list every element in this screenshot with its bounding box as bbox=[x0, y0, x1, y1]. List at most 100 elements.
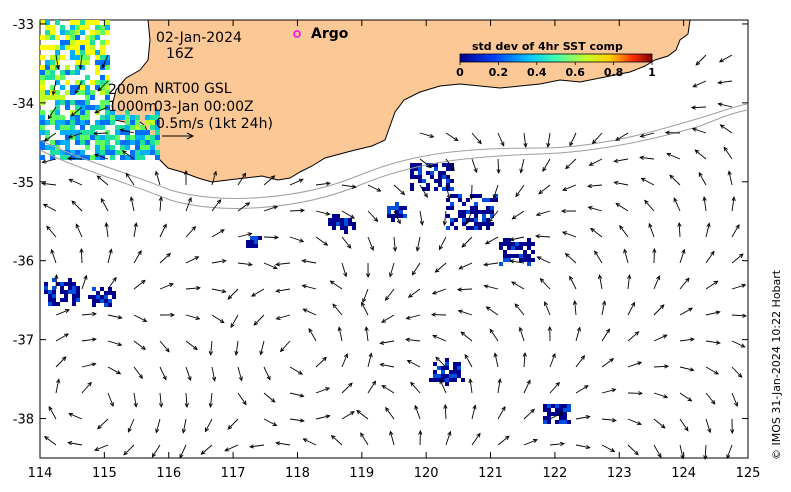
current-vector-head bbox=[544, 301, 549, 307]
sst-pixel bbox=[65, 80, 70, 85]
sst-pixel bbox=[442, 163, 446, 167]
sst-pixel bbox=[410, 187, 414, 191]
current-vector bbox=[67, 157, 83, 160]
current-vector bbox=[640, 156, 655, 160]
current-vector bbox=[471, 184, 473, 200]
sst-pixel bbox=[155, 125, 160, 130]
sst-pixel bbox=[437, 374, 441, 378]
current-vector-head bbox=[613, 158, 619, 163]
sst-pixel bbox=[40, 85, 45, 90]
current-vector-head bbox=[432, 334, 438, 339]
sst-pixel bbox=[100, 90, 105, 95]
sst-pixel bbox=[150, 145, 155, 150]
current-vector bbox=[360, 432, 369, 446]
sst-pixel bbox=[55, 55, 60, 60]
sst-pixel bbox=[125, 145, 130, 150]
current-vector bbox=[155, 418, 161, 433]
current-vector-head bbox=[165, 347, 170, 353]
sst-pixel bbox=[75, 100, 80, 105]
current-vector-head bbox=[368, 352, 373, 358]
sst-pixel bbox=[60, 55, 65, 60]
current-vector bbox=[627, 418, 642, 425]
current-vector bbox=[540, 278, 551, 290]
current-time-label: 03-Jan 00:00Z bbox=[154, 99, 254, 115]
sst-pixel bbox=[410, 171, 414, 175]
current-vector bbox=[380, 340, 395, 344]
current-vector bbox=[97, 418, 109, 429]
sst-pixel bbox=[100, 295, 104, 299]
sst-pixel bbox=[430, 163, 434, 167]
sst-pixel bbox=[328, 218, 332, 222]
sst-pixel bbox=[120, 155, 125, 160]
sst-pixel bbox=[45, 75, 50, 80]
current-vector bbox=[237, 366, 243, 381]
sst-pixel bbox=[55, 150, 60, 155]
sst-pixel bbox=[100, 80, 105, 85]
current-vector-head bbox=[275, 288, 281, 293]
current-vector bbox=[720, 124, 733, 134]
sst-pixel bbox=[75, 30, 80, 35]
current-vector-head bbox=[737, 373, 743, 378]
sst-pixel bbox=[85, 55, 90, 60]
current-vector-head bbox=[208, 351, 214, 356]
current-vector bbox=[185, 340, 198, 350]
sst-pixel bbox=[426, 171, 430, 175]
current-vector bbox=[443, 210, 447, 225]
current-vector bbox=[594, 250, 603, 264]
current-vector bbox=[159, 224, 167, 238]
colorbar-tick-label: 0 bbox=[456, 66, 464, 79]
sst-pixel bbox=[55, 75, 60, 80]
sst-pixel bbox=[446, 175, 450, 179]
current-vector bbox=[55, 333, 69, 342]
current-vector bbox=[211, 314, 225, 323]
current-vector bbox=[416, 236, 421, 251]
sst-pixel bbox=[70, 50, 75, 55]
current-vector-head bbox=[266, 375, 271, 381]
current-vector-head bbox=[396, 219, 401, 225]
current-vector bbox=[44, 436, 57, 446]
current-vector-head bbox=[299, 418, 305, 423]
current-vector-head bbox=[638, 391, 644, 396]
current-vector-head bbox=[274, 235, 280, 240]
sst-pixel bbox=[461, 378, 465, 382]
sst-pixel bbox=[108, 287, 112, 291]
sst-pixel bbox=[60, 140, 65, 145]
sst-pixel bbox=[490, 214, 494, 218]
current-vector-head bbox=[325, 211, 331, 216]
current-vector-head bbox=[588, 161, 594, 166]
current-vector bbox=[130, 197, 135, 212]
sst-pixel bbox=[55, 100, 60, 105]
lon-tick-label: 115 bbox=[92, 466, 117, 481]
current-vector-head bbox=[610, 448, 616, 452]
sst-pixel bbox=[44, 290, 48, 294]
current-vector bbox=[381, 385, 395, 394]
sst-pixel bbox=[100, 85, 105, 90]
current-vector bbox=[535, 235, 551, 238]
sst-pixel bbox=[72, 294, 76, 298]
current-vector bbox=[182, 418, 187, 433]
sst-pixel bbox=[85, 75, 90, 80]
current-vector bbox=[341, 411, 355, 420]
sst-pixel bbox=[110, 120, 115, 125]
sst-pixel bbox=[65, 90, 70, 95]
sst-pixel bbox=[75, 20, 80, 25]
sst-pixel bbox=[563, 404, 567, 408]
current-vector-head bbox=[551, 352, 556, 358]
sst-pixel bbox=[80, 115, 85, 120]
current-vector-head bbox=[208, 402, 213, 408]
sst-pixel bbox=[65, 145, 70, 150]
sst-pixel bbox=[344, 218, 348, 222]
current-vector bbox=[120, 129, 135, 134]
current-vector-head bbox=[730, 429, 735, 435]
current-vector-head bbox=[555, 381, 560, 387]
current-vector-head bbox=[270, 175, 276, 180]
sst-pixel bbox=[414, 163, 418, 167]
current-vector-head bbox=[715, 340, 721, 345]
current-vector-head bbox=[343, 353, 348, 359]
sst-pixel bbox=[70, 100, 75, 105]
current-vector-head bbox=[405, 337, 411, 342]
current-vector bbox=[523, 380, 531, 394]
current-vector-head bbox=[472, 404, 477, 410]
sst-pixel bbox=[90, 125, 95, 130]
current-vector-head bbox=[234, 350, 239, 356]
